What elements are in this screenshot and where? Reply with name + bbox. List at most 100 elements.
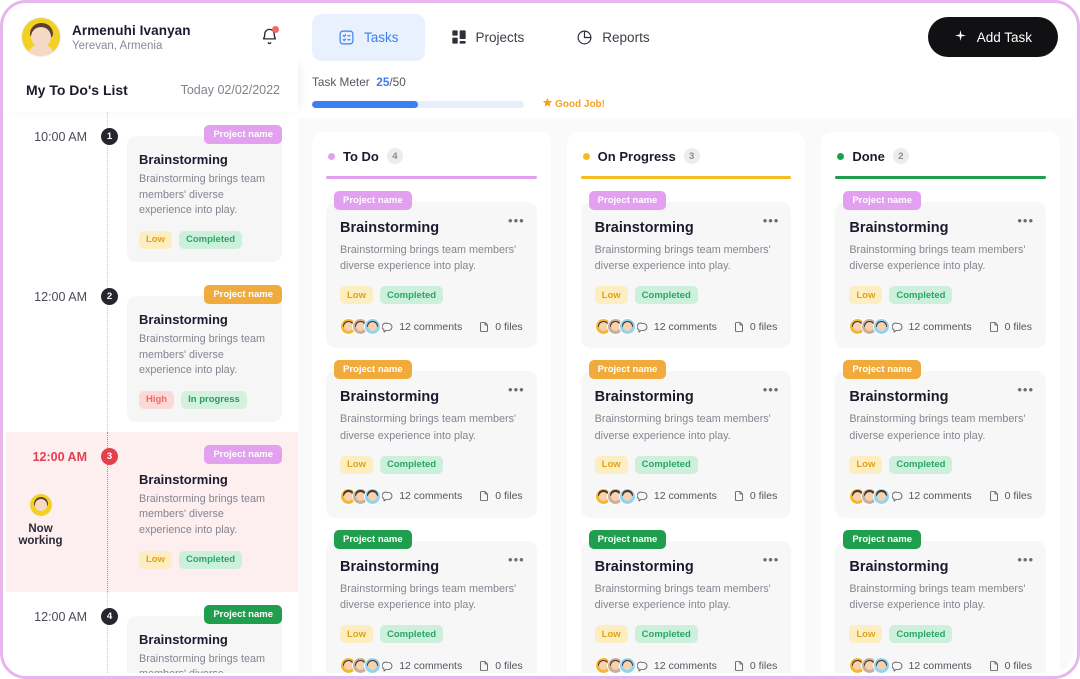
assignee-avatars <box>849 487 891 505</box>
assignee-avatar <box>618 318 636 336</box>
task-meter-total: 50 <box>392 75 406 89</box>
task-card[interactable]: Project name ••• Brainstorming Brainstor… <box>326 529 537 673</box>
task-card-title: Brainstorming <box>340 558 440 575</box>
timeline-item[interactable]: 12:00 AM 3 Now working Project name Brai… <box>6 431 298 592</box>
assignee-avatars <box>340 657 381 673</box>
task-card-title: Brainstorming <box>594 558 694 575</box>
profile-name: Armenuhi Ivanyan <box>72 22 191 38</box>
status-tag: Completed <box>889 286 953 305</box>
comments-count[interactable]: 12 comments <box>636 490 717 502</box>
timeline-item-number: 2 <box>101 287 118 305</box>
comments-count[interactable]: 12 comments <box>382 490 462 502</box>
task-card-title: Brainstorming <box>849 389 949 406</box>
tab-tasks[interactable]: Tasks <box>312 13 425 61</box>
comments-count[interactable]: 12 comments <box>382 321 462 333</box>
status-tag: Completed <box>634 286 698 305</box>
priority-tag: Low <box>139 230 172 249</box>
comments-count[interactable]: 12 comments <box>891 660 972 672</box>
card-menu-button[interactable]: ••• <box>1017 382 1035 398</box>
kanban-board: To Do 4 Project name ••• Brainstorming B… <box>298 118 1074 673</box>
comments-count[interactable]: 12 comments <box>636 321 717 333</box>
task-card[interactable]: Project name ••• Brainstorming Brainstor… <box>580 529 792 673</box>
files-count[interactable]: 0 files <box>478 490 523 502</box>
top-bar: Tasks Projects Reports Add Task <box>298 6 1074 68</box>
now-working-label: Now working <box>18 522 63 547</box>
files-count[interactable]: 0 files <box>478 321 523 333</box>
card-menu-button[interactable]: ••• <box>508 551 525 567</box>
comments-count[interactable]: 12 comments <box>636 660 717 672</box>
project-badge: Project name <box>204 125 282 144</box>
timeline-item-tags: Low Completed <box>139 230 270 249</box>
praise-label: Good Job! <box>542 97 605 111</box>
timeline-item[interactable]: 10:00 AM 1 Project name Brainstorming Br… <box>6 112 298 272</box>
comments-count[interactable]: 12 comments <box>891 490 972 502</box>
project-badge: Project name <box>843 529 922 549</box>
project-badge: Project name <box>588 529 667 549</box>
card-menu-button[interactable]: ••• <box>1017 213 1035 228</box>
files-count[interactable]: 0 files <box>733 660 777 672</box>
status-tag: Completed <box>634 455 698 474</box>
task-card[interactable]: Project name ••• Brainstorming Brainstor… <box>580 360 792 518</box>
files-count[interactable]: 0 files <box>733 321 777 333</box>
timeline-item-card[interactable]: Project name Brainstorming Brainstorming… <box>127 125 282 262</box>
kanban-column: To Do 4 Project name ••• Brainstorming B… <box>312 132 551 673</box>
assignee-avatars <box>849 318 891 336</box>
card-menu-button[interactable]: ••• <box>762 213 780 228</box>
comment-bubble-icon <box>891 660 904 672</box>
task-card[interactable]: Project name ••• Brainstorming Brainstor… <box>835 529 1047 673</box>
task-card[interactable]: Project name ••• Brainstorming Brainstor… <box>835 191 1047 349</box>
kanban-column-count: 4 <box>386 148 403 164</box>
task-card-tags: Low Completed <box>340 286 523 305</box>
notification-bell-icon[interactable] <box>258 26 280 48</box>
tab-reports[interactable]: Reports <box>550 14 675 61</box>
task-card[interactable]: Project name ••• Brainstorming Brainstor… <box>326 360 537 518</box>
status-tag: Completed <box>380 625 444 644</box>
comment-bubble-icon <box>891 321 904 333</box>
timeline-item[interactable]: 12:00 AM 4 Project name Brainstorming Br… <box>6 592 298 673</box>
card-menu-button[interactable]: ••• <box>762 551 780 567</box>
timeline-item-desc: Brainstorming brings team members' diver… <box>139 652 266 673</box>
task-meter-progressbar <box>312 100 524 108</box>
card-menu-button[interactable]: ••• <box>508 213 525 228</box>
avatar[interactable] <box>22 18 60 56</box>
timeline-item-time: 12:00 AM <box>34 289 87 304</box>
task-card-tags: Low Completed <box>594 455 778 474</box>
comments-count[interactable]: 12 comments <box>891 321 972 333</box>
files-count[interactable]: 0 files <box>988 660 1032 672</box>
card-menu-button[interactable]: ••• <box>1017 551 1035 567</box>
assignee-avatars <box>340 487 381 505</box>
task-card-footer: 12 comments 0 files <box>594 318 777 336</box>
priority-tag: Low <box>340 455 373 474</box>
task-card-title: Brainstorming <box>340 389 440 406</box>
assignee-avatars <box>594 657 636 673</box>
task-card-title: Brainstorming <box>849 558 949 575</box>
timeline-item[interactable]: 12:00 AM 2 Project name Brainstorming Br… <box>6 272 298 432</box>
project-badge: Project name <box>843 360 922 380</box>
timeline-item-card[interactable]: Project name Brainstorming Brainstorming… <box>127 604 282 673</box>
project-badge: Project name <box>204 604 282 624</box>
card-menu-button[interactable]: ••• <box>508 382 525 398</box>
task-card-footer: 12 comments 0 files <box>340 487 523 505</box>
todo-list-header: My To Do's List Today 02/02/2022 <box>6 68 298 112</box>
timeline-item-card[interactable]: Project name Brainstorming Brainstorming… <box>127 284 282 422</box>
task-card-tags: Low Completed <box>849 625 1032 644</box>
kanban-column-header: To Do 4 <box>326 146 537 164</box>
comments-count[interactable]: 12 comments <box>382 660 462 672</box>
card-menu-button[interactable]: ••• <box>762 382 780 398</box>
timeline-item-desc: Brainstorming brings team members' diver… <box>139 332 266 377</box>
add-task-button[interactable]: Add Task <box>927 17 1058 57</box>
task-card-footer: 12 comments 0 files <box>849 487 1032 505</box>
priority-tag: Low <box>139 550 172 569</box>
files-count[interactable]: 0 files <box>733 490 777 502</box>
task-card[interactable]: Project name ••• Brainstorming Brainstor… <box>326 191 537 349</box>
files-count[interactable]: 0 files <box>478 660 523 672</box>
files-count[interactable]: 0 files <box>988 490 1032 502</box>
project-badge: Project name <box>843 191 922 210</box>
now-working-block: Now working <box>6 493 87 547</box>
files-count[interactable]: 0 files <box>988 321 1032 333</box>
tab-projects[interactable]: Projects <box>425 14 551 61</box>
timeline-item-card[interactable]: Project name Brainstorming Brainstorming… <box>127 444 282 582</box>
task-card[interactable]: Project name ••• Brainstorming Brainstor… <box>835 360 1047 518</box>
task-card[interactable]: Project name ••• Brainstorming Brainstor… <box>580 191 792 349</box>
